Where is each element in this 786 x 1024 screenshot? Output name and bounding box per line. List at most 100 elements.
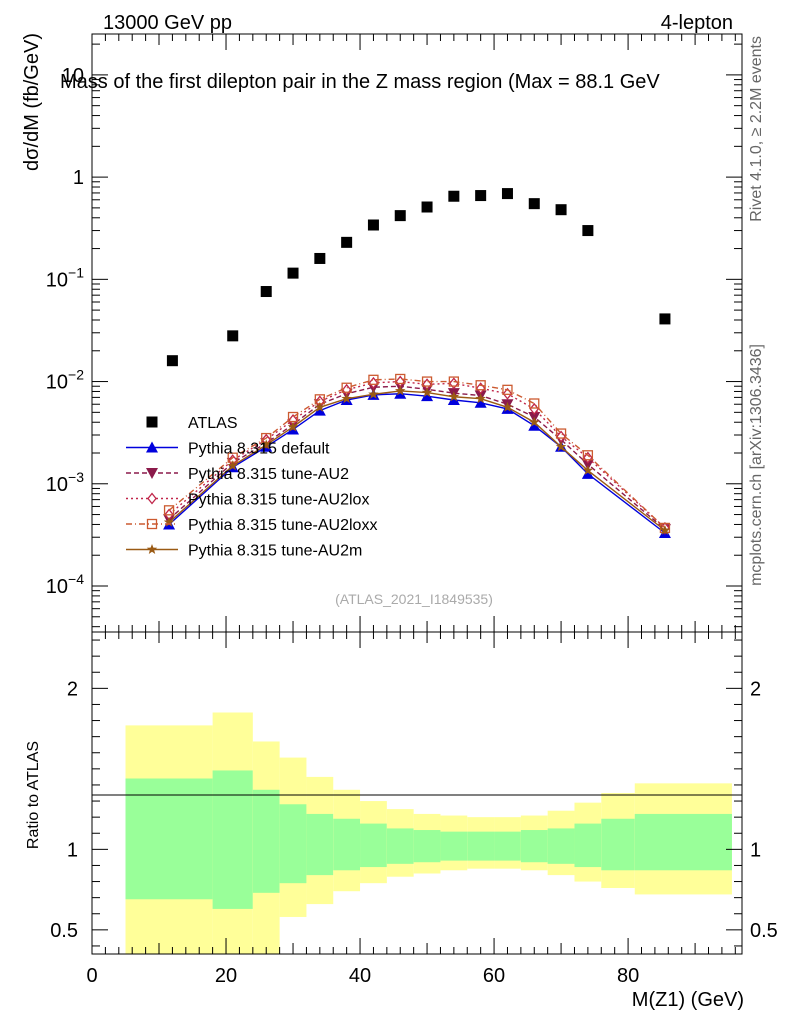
main-y-tick-label-exponent: −3 (68, 469, 84, 485)
ratio-x-ticks: 0 20 40 60 80 (86, 632, 736, 987)
energy-label: 13000 GeV pp (103, 12, 232, 34)
legend-label-au2loxx: Pythia 8.315 tune-AU2loxx (188, 517, 377, 534)
main-series-layer (163, 188, 671, 538)
series-point-au2m (368, 388, 379, 399)
main-y-axis-label: dσ/dM (fb/GeV) (21, 33, 43, 171)
series-point-au2m (448, 391, 460, 402)
series-point-au2loxx (448, 376, 460, 387)
series-line-au2m (168, 390, 666, 531)
series-point-au2loxx (555, 428, 567, 439)
ratio-x-tick-label: 60 (483, 965, 505, 987)
legend-label-au2m: Pythia 8.315 tune-AU2m (188, 543, 362, 560)
series-point-au2m (475, 393, 486, 404)
atlas-data-point (260, 286, 272, 298)
series-point-au2m (163, 516, 175, 527)
x-axis-label: M(Z1) (GeV) (632, 989, 744, 1011)
legend-marker-au2lox (147, 492, 157, 505)
main-y-tick-label-exponent: −1 (68, 264, 84, 280)
series-line-au2lox (168, 380, 666, 529)
ratio-band-inner (413, 830, 441, 863)
legend-label-default: Pythia 8.315 default (188, 441, 330, 458)
ratio-band-inner (333, 818, 361, 871)
ratio-bands (125, 712, 732, 954)
atlas-data-point (367, 219, 379, 231)
ratio-x-tick-label: 80 (617, 965, 639, 987)
series-point-au2loxx (529, 398, 540, 409)
series-line-default (168, 393, 666, 534)
series-point-au2m (659, 524, 671, 535)
atlas-data-point (341, 236, 353, 248)
atlas-data-point (475, 190, 487, 202)
ratio-band-inner (279, 804, 307, 884)
series-point-default (474, 396, 487, 408)
main-y-tick-label-base: 10 (46, 474, 68, 496)
ratio-y-tick-label-left: 1 (67, 839, 78, 861)
main-y-tick-label: 10−3 (46, 469, 84, 496)
series-point-default (447, 394, 460, 406)
series-point-au2loxx (163, 505, 175, 516)
ratio-band-inner (252, 789, 280, 893)
series-point-au2loxx (582, 450, 594, 461)
main-y-tick-label: 10−1 (46, 264, 84, 291)
ratio-band-inner (125, 778, 213, 900)
main-y-tick-label: 1 (73, 167, 84, 189)
main-y-tick-label-base: 1 (73, 167, 84, 189)
series-point-au2m (582, 464, 594, 475)
atlas-data-point (227, 330, 239, 342)
main-y-tick-label-base: 10 (46, 269, 68, 291)
atlas-data-point (555, 204, 567, 216)
ratio-x-tick-label: 20 (215, 965, 237, 987)
ratio-y-ticks: 0.5 0.5 1 1 2 2 (50, 639, 778, 947)
series-point-au2loxx (421, 376, 433, 387)
atlas-data-point (528, 198, 540, 210)
ratio-x-tick-label: 40 (349, 965, 371, 987)
ratio-band-inner (360, 823, 387, 868)
ratio-band-inner (494, 831, 521, 861)
series-point-au2m (287, 421, 299, 432)
legend-marker-au2loxx (146, 518, 158, 530)
main-x-ticks (91, 34, 736, 632)
legend-marker-atlas (146, 416, 158, 428)
ratio-y-axis-label: Ratio to ATLAS (25, 741, 42, 849)
ratio-band-inner (467, 831, 495, 861)
legend: ATLAS Pythia 8.315 default Pythia 8.315 tu… (126, 415, 377, 560)
series-point-au2 (581, 459, 594, 471)
ratio-y-tick-label-right: 1 (750, 839, 761, 861)
main-y-tick-label-exponent: −2 (68, 367, 84, 383)
ratio-y-tick-label-left: 2 (67, 678, 78, 700)
ratio-band-inner (386, 828, 414, 864)
side-label-bottom: mcplots.cern.ch [arXiv:1306.3436] (748, 344, 765, 586)
main-y-tick-label-base: 10 (46, 372, 68, 394)
series-point-au2loxx (368, 374, 379, 385)
atlas-data-point (582, 225, 594, 237)
ratio-x-tick-label: 0 (86, 965, 97, 987)
series-point-au2m (395, 385, 406, 396)
reference-label: (ATLAS_2021_I1849535) (335, 591, 493, 607)
series-point-au2m (555, 441, 567, 452)
atlas-data-point (394, 210, 406, 222)
series-point-au2m (227, 460, 238, 471)
atlas-data-point (287, 267, 299, 279)
series-point-au2lox (529, 402, 540, 415)
atlas-data-point (166, 355, 178, 367)
main-y-tick-label-exponent: −4 (68, 571, 84, 587)
series-point-au2loxx (502, 384, 513, 395)
series-point-au2lox (368, 376, 379, 389)
main-y-tick-label-base: 10 (62, 65, 84, 87)
ratio-y-tick-label-right: 2 (750, 678, 761, 700)
series-point-au2m (421, 387, 433, 398)
series-point-default (394, 387, 407, 399)
series-point-default (528, 419, 541, 431)
series-point-au2lox (449, 377, 459, 390)
series-point-au2loxx (341, 382, 352, 393)
series-line-au2 (168, 385, 666, 530)
main-y-tick-label-base: 10 (46, 576, 68, 598)
series-point-au2m (502, 401, 513, 412)
series-point-au2m (341, 393, 352, 404)
ratio-band-inner (547, 828, 575, 864)
legend-label-au2: Pythia 8.315 tune-AU2 (188, 466, 349, 483)
ratio-band-inner (634, 813, 732, 871)
